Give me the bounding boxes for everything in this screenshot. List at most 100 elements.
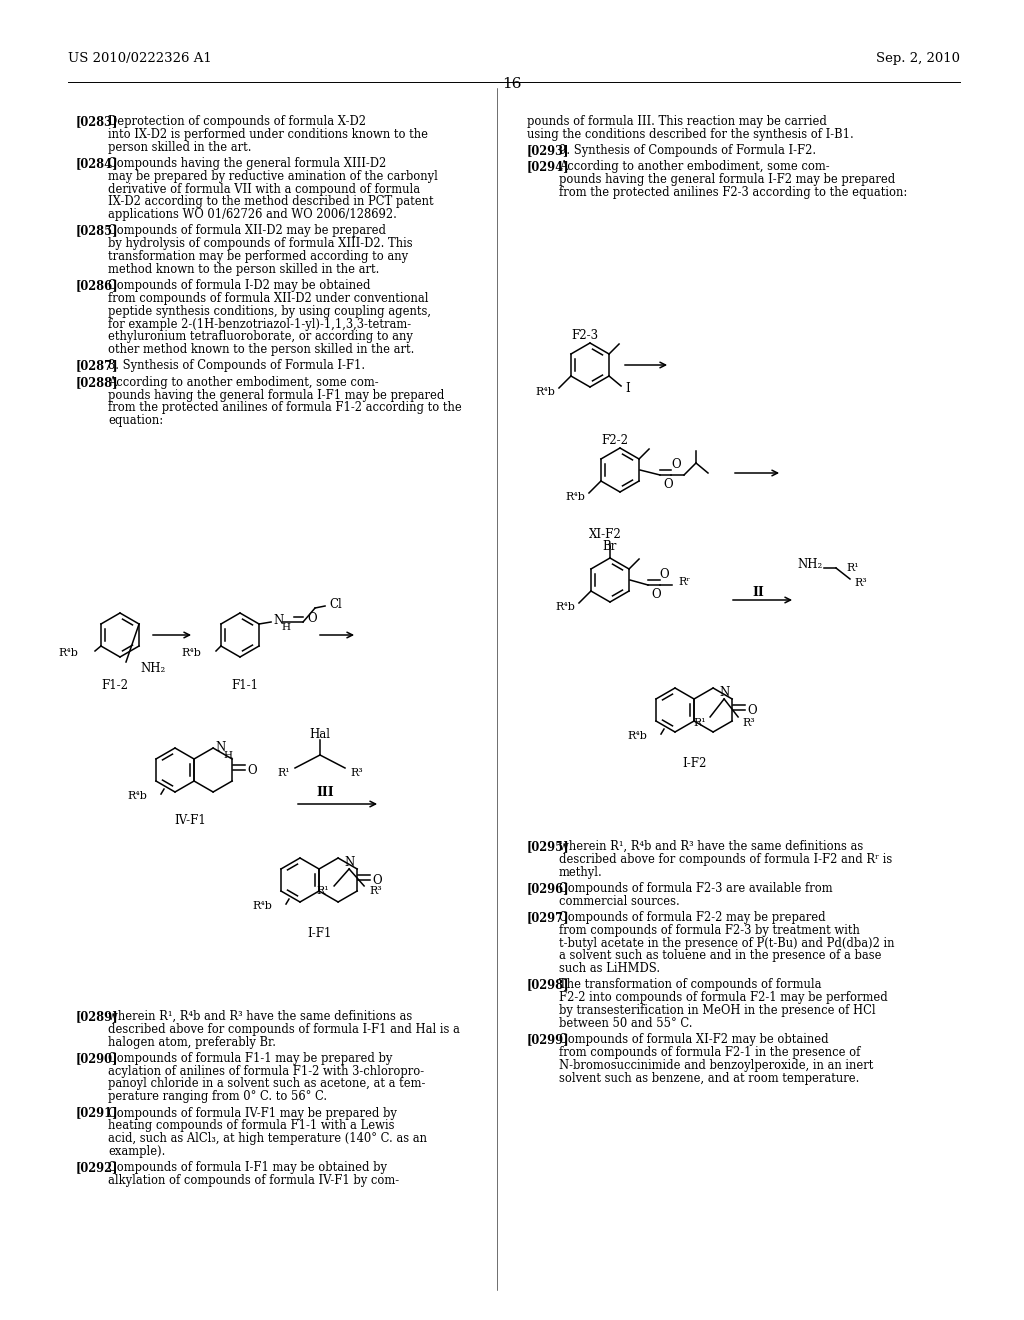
Text: from the protected anilines F2-3 according to the equation:: from the protected anilines F2-3 accordi… <box>559 186 907 199</box>
Text: heating compounds of formula F1-1 with a Lewis: heating compounds of formula F1-1 with a… <box>108 1119 394 1133</box>
Text: applications WO 01/62726 and WO 2006/128692.: applications WO 01/62726 and WO 2006/128… <box>108 209 397 222</box>
Text: person skilled in the art.: person skilled in the art. <box>108 141 252 153</box>
Text: Compounds of formula XII-D2 may be prepared: Compounds of formula XII-D2 may be prepa… <box>108 224 386 238</box>
Text: H: H <box>281 623 290 631</box>
Text: Compounds of formula I-D2 may be obtained: Compounds of formula I-D2 may be obtaine… <box>108 279 371 292</box>
Text: R³: R³ <box>350 768 362 777</box>
Text: from compounds of formula XII-D2 under conventional: from compounds of formula XII-D2 under c… <box>108 292 428 305</box>
Text: [0289]: [0289] <box>76 1010 119 1023</box>
Text: acid, such as AlCl₃, at high temperature (140° C. as an: acid, such as AlCl₃, at high temperature… <box>108 1133 427 1146</box>
Text: Compounds of formula XI-F2 may be obtained: Compounds of formula XI-F2 may be obtain… <box>559 1034 828 1047</box>
Text: pounds of formula III. This reaction may be carried: pounds of formula III. This reaction may… <box>527 115 826 128</box>
Text: [0287]: [0287] <box>76 359 119 372</box>
Text: [0290]: [0290] <box>76 1052 119 1065</box>
Text: [0291]: [0291] <box>76 1106 119 1119</box>
Text: F2-3: F2-3 <box>571 329 599 342</box>
Text: using the conditions described for the synthesis of I-B1.: using the conditions described for the s… <box>527 128 854 141</box>
Text: [0296]: [0296] <box>527 882 569 895</box>
Text: O: O <box>659 569 669 582</box>
Text: from compounds of formula F2-1 in the presence of: from compounds of formula F2-1 in the pr… <box>559 1045 860 1059</box>
Text: Compounds of formula F1-1 may be prepared by: Compounds of formula F1-1 may be prepare… <box>108 1052 392 1065</box>
Text: Compounds of formula IV-F1 may be prepared by: Compounds of formula IV-F1 may be prepar… <box>108 1106 397 1119</box>
Text: may be prepared by reductive amination of the carbonyl: may be prepared by reductive amination o… <box>108 170 438 182</box>
Text: N: N <box>719 686 729 700</box>
Text: 8. Synthesis of Compounds of Formula I-F1.: 8. Synthesis of Compounds of Formula I-F… <box>108 359 366 372</box>
Text: IV-F1: IV-F1 <box>174 814 206 828</box>
Text: Rʳ: Rʳ <box>678 577 690 587</box>
Text: Compounds of formula I-F1 may be obtained by: Compounds of formula I-F1 may be obtaine… <box>108 1162 387 1175</box>
Text: R³: R³ <box>854 578 866 587</box>
Text: [0288]: [0288] <box>76 376 119 388</box>
Text: R⁴b: R⁴b <box>565 492 585 502</box>
Text: acylation of anilines of formula F1-2 with 3-chloropro-: acylation of anilines of formula F1-2 wi… <box>108 1065 424 1077</box>
Text: from the protected anilines of formula F1-2 according to the: from the protected anilines of formula F… <box>108 401 462 414</box>
Text: halogen atom, preferably Br.: halogen atom, preferably Br. <box>108 1036 276 1048</box>
Text: R¹: R¹ <box>278 768 290 777</box>
Text: alkylation of compounds of formula IV-F1 by com-: alkylation of compounds of formula IV-F1… <box>108 1173 399 1187</box>
Text: R⁴b: R⁴b <box>536 387 555 397</box>
Text: The transformation of compounds of formula: The transformation of compounds of formu… <box>559 978 821 991</box>
Text: II: II <box>752 586 764 598</box>
Text: described above for compounds of formula I-F1 and Hal is a: described above for compounds of formula… <box>108 1023 460 1036</box>
Text: [0298]: [0298] <box>527 978 569 991</box>
Text: According to another embodiment, some com-: According to another embodiment, some co… <box>559 161 829 173</box>
Text: other method known to the person skilled in the art.: other method known to the person skilled… <box>108 343 415 356</box>
Text: [0284]: [0284] <box>76 157 119 170</box>
Text: [0286]: [0286] <box>76 279 119 292</box>
Text: a solvent such as toluene and in the presence of a base: a solvent such as toluene and in the pre… <box>559 949 882 962</box>
Text: R⁴b: R⁴b <box>252 902 272 911</box>
Text: Deprotection of compounds of formula X-D2: Deprotection of compounds of formula X-D… <box>108 115 366 128</box>
Text: N: N <box>344 857 354 870</box>
Text: I: I <box>625 383 630 396</box>
Text: H: H <box>223 751 232 760</box>
Text: by transesterification in MeOH in the presence of HCl: by transesterification in MeOH in the pr… <box>559 1005 876 1018</box>
Text: O: O <box>307 611 316 624</box>
Text: between 50 and 55° C.: between 50 and 55° C. <box>559 1016 692 1030</box>
Text: [0299]: [0299] <box>527 1034 569 1047</box>
Text: solvent such as benzene, and at room temperature.: solvent such as benzene, and at room tem… <box>559 1072 859 1085</box>
Text: Compounds of formula F2-3 are available from: Compounds of formula F2-3 are available … <box>559 882 833 895</box>
Text: [0283]: [0283] <box>76 115 119 128</box>
Text: derivative of formula VII with a compound of formula: derivative of formula VII with a compoun… <box>108 182 420 195</box>
Text: F2-2 into compounds of formula F2-1 may be performed: F2-2 into compounds of formula F2-1 may … <box>559 991 888 1005</box>
Text: ethyluronium tetrafluoroborate, or according to any: ethyluronium tetrafluoroborate, or accor… <box>108 330 413 343</box>
Text: into IX-D2 is performed under conditions known to the: into IX-D2 is performed under conditions… <box>108 128 428 141</box>
Text: Hal: Hal <box>309 729 331 742</box>
Text: I-F1: I-F1 <box>308 927 332 940</box>
Text: methyl.: methyl. <box>559 866 603 879</box>
Text: NH₂: NH₂ <box>798 558 822 572</box>
Text: O: O <box>664 479 673 491</box>
Text: According to another embodiment, some com-: According to another embodiment, some co… <box>108 376 379 388</box>
Text: 16: 16 <box>502 77 522 91</box>
Text: Cl: Cl <box>329 598 342 610</box>
Text: by hydrolysis of compounds of formula XIII-D2. This: by hydrolysis of compounds of formula XI… <box>108 238 413 251</box>
Text: Sep. 2, 2010: Sep. 2, 2010 <box>876 51 961 65</box>
Text: R⁴b: R⁴b <box>627 731 647 741</box>
Text: I-F2: I-F2 <box>683 756 708 770</box>
Text: N: N <box>215 742 225 755</box>
Text: peptide synthesis conditions, by using coupling agents,: peptide synthesis conditions, by using c… <box>108 305 431 318</box>
Text: [0285]: [0285] <box>76 224 119 238</box>
Text: Compounds having the general formula XIII-D2: Compounds having the general formula XII… <box>108 157 386 170</box>
Text: O: O <box>748 704 757 717</box>
Text: O: O <box>651 589 660 602</box>
Text: t-butyl acetate in the presence of P(t-Bu) and Pd(dba)2 in: t-butyl acetate in the presence of P(t-B… <box>559 937 895 949</box>
Text: from compounds of formula F2-3 by treatment with: from compounds of formula F2-3 by treatm… <box>559 924 860 937</box>
Text: NH₂: NH₂ <box>140 663 165 676</box>
Text: such as LiHMDS.: such as LiHMDS. <box>559 962 660 975</box>
Text: R¹: R¹ <box>693 718 707 727</box>
Text: perature ranging from 0° C. to 56° C.: perature ranging from 0° C. to 56° C. <box>108 1090 327 1104</box>
Text: pounds having the general formula I-F1 may be prepared: pounds having the general formula I-F1 m… <box>108 388 444 401</box>
Text: method known to the person skilled in the art.: method known to the person skilled in th… <box>108 263 379 276</box>
Text: wherein R¹, R⁴b and R³ have the same definitions as: wherein R¹, R⁴b and R³ have the same def… <box>559 840 863 853</box>
Text: R¹: R¹ <box>846 564 859 573</box>
Text: N-bromosuccinimide and benzoylperoxide, in an inert: N-bromosuccinimide and benzoylperoxide, … <box>559 1059 873 1072</box>
Text: Br: Br <box>603 540 617 553</box>
Text: R⁴b: R⁴b <box>127 791 147 801</box>
Text: IX-D2 according to the method described in PCT patent: IX-D2 according to the method described … <box>108 195 433 209</box>
Text: [0297]: [0297] <box>527 911 569 924</box>
Text: example).: example). <box>108 1144 165 1158</box>
Text: [0295]: [0295] <box>527 840 569 853</box>
Text: O: O <box>372 874 382 887</box>
Text: 9. Synthesis of Compounds of Formula I-F2.: 9. Synthesis of Compounds of Formula I-F… <box>559 144 816 157</box>
